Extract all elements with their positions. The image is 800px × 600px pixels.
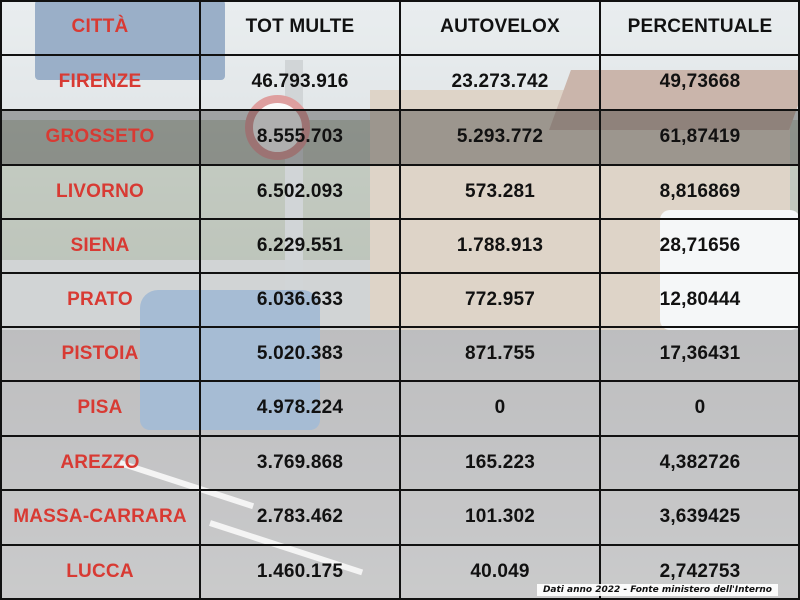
city-name: PRATO bbox=[67, 289, 133, 310]
autovelox-value: 0 bbox=[494, 397, 506, 418]
percentuale-value: 17,36431 bbox=[659, 343, 741, 364]
percentuale-value: 4,382726 bbox=[659, 452, 741, 473]
percentuale-value: 8,816869 bbox=[659, 181, 741, 202]
table-row: PISTOIA 5.020.383 871.755 17,36431 bbox=[0, 327, 800, 381]
table-row: SIENA 6.229.551 1.788.913 28,71656 bbox=[0, 219, 800, 273]
percentuale-value: 12,80444 bbox=[659, 289, 741, 310]
grid-line bbox=[0, 164, 800, 166]
table-row: MASSA-CARRARA 2.783.462 101.302 3,639425 bbox=[0, 490, 800, 544]
city-name: LIVORNO bbox=[56, 181, 144, 202]
autovelox-value: 165.223 bbox=[464, 452, 536, 473]
tot-multe-value: 2.783.462 bbox=[256, 506, 344, 527]
autovelox-value: 23.273.742 bbox=[451, 71, 549, 92]
header-autovelox: AUTOVELOX bbox=[440, 16, 560, 37]
percentuale-value: 2,742753 bbox=[659, 561, 741, 582]
table-row: LUCCA 1.460.175 40.049 2,742753 bbox=[0, 545, 800, 599]
grid-line bbox=[0, 326, 800, 328]
grid-line bbox=[0, 544, 800, 546]
autovelox-value: 1.788.913 bbox=[456, 235, 544, 256]
grid-line bbox=[599, 0, 601, 600]
table-header-row: CITTÀ TOT MULTE AUTOVELOX PERCENTUALE bbox=[0, 0, 800, 54]
grid-line bbox=[0, 109, 800, 111]
city-name: AREZZO bbox=[60, 452, 140, 473]
percentuale-value: 3,639425 bbox=[659, 506, 741, 527]
percentuale-value: 0 bbox=[694, 397, 706, 418]
grid-line bbox=[0, 380, 800, 382]
autovelox-value: 101.302 bbox=[464, 506, 536, 527]
tot-multe-value: 5.020.383 bbox=[256, 343, 344, 364]
header-citta: CITTÀ bbox=[71, 16, 129, 37]
autovelox-value: 5.293.772 bbox=[456, 126, 544, 147]
grid-line bbox=[0, 489, 800, 491]
grid-line bbox=[0, 0, 2, 600]
tot-multe-value: 6.502.093 bbox=[256, 181, 344, 202]
autovelox-value: 573.281 bbox=[464, 181, 536, 202]
city-name: PISTOIA bbox=[61, 343, 139, 364]
grid-line bbox=[0, 54, 800, 56]
city-name: SIENA bbox=[70, 235, 130, 256]
table-row: PRATO 6.036.633 772.957 12,80444 bbox=[0, 273, 800, 327]
grid-line bbox=[199, 0, 201, 600]
table-row: AREZZO 3.769.868 165.223 4,382726 bbox=[0, 436, 800, 490]
tot-multe-value: 4.978.224 bbox=[256, 397, 344, 418]
grid-line bbox=[0, 435, 800, 437]
autovelox-value: 871.755 bbox=[464, 343, 536, 364]
tot-multe-value: 6.229.551 bbox=[256, 235, 344, 256]
percentuale-value: 28,71656 bbox=[659, 235, 741, 256]
city-name: FIRENZE bbox=[58, 71, 142, 92]
header-percentuale: PERCENTUALE bbox=[627, 16, 773, 37]
tot-multe-value: 3.769.868 bbox=[256, 452, 344, 473]
city-name: MASSA-CARRARA bbox=[13, 506, 187, 527]
header-tot-multe: TOT MULTE bbox=[245, 16, 355, 37]
table-row: FIRENZE 46.793.916 23.273.742 49,73668 bbox=[0, 55, 800, 109]
tot-multe-value: 46.793.916 bbox=[251, 71, 349, 92]
grid-line bbox=[0, 0, 800, 2]
city-name: LUCCA bbox=[66, 561, 134, 582]
tot-multe-value: 1.460.175 bbox=[256, 561, 344, 582]
table-row: PISA 4.978.224 0 0 bbox=[0, 381, 800, 435]
grid-line bbox=[798, 0, 800, 600]
city-name: PISA bbox=[77, 397, 123, 418]
city-name: GROSSETO bbox=[45, 126, 155, 147]
percentuale-value: 49,73668 bbox=[659, 71, 741, 92]
grid-line bbox=[0, 218, 800, 220]
grid-line bbox=[399, 0, 401, 600]
grid-line bbox=[0, 598, 800, 600]
tot-multe-value: 6.036.633 bbox=[256, 289, 344, 310]
table-row: LIVORNO 6.502.093 573.281 8,816869 bbox=[0, 165, 800, 219]
grid-line bbox=[0, 272, 800, 274]
tot-multe-value: 8.555.703 bbox=[256, 126, 344, 147]
autovelox-value: 772.957 bbox=[464, 289, 536, 310]
source-footnote: Dati anno 2022 - Fonte ministero dell'In… bbox=[536, 584, 778, 596]
autovelox-value: 40.049 bbox=[470, 561, 530, 582]
percentuale-value: 61,87419 bbox=[659, 126, 741, 147]
